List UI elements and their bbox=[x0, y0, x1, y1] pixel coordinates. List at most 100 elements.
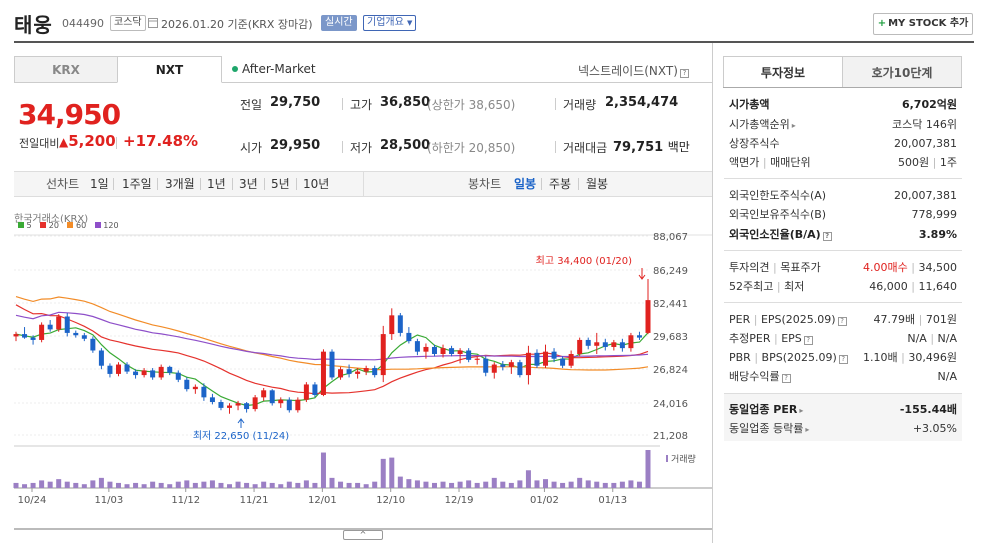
divider bbox=[342, 98, 343, 110]
volume-bar bbox=[457, 481, 463, 488]
status-dot-icon bbox=[232, 66, 238, 72]
period-1w[interactable]: 1주일 bbox=[122, 177, 152, 191]
prev-close-value: 29,750 bbox=[270, 95, 321, 110]
candle-daily[interactable]: 일봉 bbox=[514, 177, 537, 191]
company-overview-select[interactable]: 기업개요 ▼ bbox=[363, 15, 417, 31]
tab-order-book[interactable]: 호가10단계 bbox=[842, 56, 962, 88]
volume-bar bbox=[500, 481, 506, 488]
volume-bar bbox=[252, 484, 258, 488]
help-icon[interactable]: ? bbox=[803, 336, 813, 345]
volume-bar bbox=[346, 482, 352, 488]
divider bbox=[724, 250, 962, 251]
candle-body bbox=[466, 350, 472, 360]
candle-body bbox=[184, 379, 190, 390]
opinion-row: 투자의견 | 목표주가 4.00매수 | 34,500 bbox=[729, 261, 957, 274]
volume-bar bbox=[645, 450, 651, 488]
volume-bar bbox=[175, 481, 181, 488]
candle-body bbox=[543, 351, 549, 366]
divider bbox=[157, 178, 158, 190]
candle-body bbox=[201, 386, 207, 398]
my-stock-add-button[interactable]: + MY STOCK 추가 bbox=[873, 13, 973, 35]
y-tick-label: 86,249 bbox=[653, 266, 688, 277]
volume-bar bbox=[423, 481, 429, 488]
high-label: 고가 bbox=[350, 98, 373, 112]
candle-monthly[interactable]: 월봉 bbox=[586, 177, 609, 191]
candle-body bbox=[98, 350, 104, 366]
volume-bar bbox=[98, 477, 104, 488]
candle-body bbox=[81, 335, 87, 339]
divider bbox=[555, 141, 556, 153]
help-icon[interactable]: ? bbox=[781, 374, 791, 383]
volume-bar bbox=[372, 481, 378, 488]
x-tick-label: 11/21 bbox=[240, 495, 269, 506]
candle-body bbox=[13, 334, 19, 337]
candle-body bbox=[218, 402, 224, 408]
candle-body bbox=[209, 397, 215, 403]
foreign-hold-row: 외국인보유주식수(B) 778,999 bbox=[729, 208, 957, 221]
tab-invest-info[interactable]: 투자정보 bbox=[723, 56, 843, 88]
tab-nxt[interactable]: NXT bbox=[117, 56, 222, 83]
volume-bar bbox=[56, 479, 62, 488]
chevron-right-icon: ▸ bbox=[799, 406, 804, 415]
market-cap-rank-row[interactable]: 시가총액순위 ▸ 코스닥 146위 bbox=[729, 118, 957, 131]
collapse-chart-button[interactable]: ^ bbox=[343, 530, 383, 540]
price-chart[interactable]: 88,067 86,249 82,441 29,683 26,824 24,016 21,2… bbox=[0, 228, 712, 543]
sector-rate-row[interactable]: 동일업종 등락률 ▸ +3.05% bbox=[729, 422, 957, 435]
prev-close-label: 전일 bbox=[240, 98, 263, 112]
period-5y[interactable]: 5년 bbox=[271, 177, 290, 191]
period-10y[interactable]: 10년 bbox=[303, 177, 330, 191]
sector-per-row[interactable]: 동일업종 PER ▸ -155.44배 bbox=[729, 403, 957, 416]
volume-bar bbox=[338, 481, 344, 488]
candle-body bbox=[346, 369, 352, 374]
volume-bar bbox=[355, 482, 361, 488]
volume-bar bbox=[13, 482, 19, 488]
candle-body bbox=[594, 342, 600, 346]
help-icon[interactable]: ? bbox=[838, 355, 848, 364]
per-row: PER | EPS(2025.09)? 47.79배 | 701원 bbox=[729, 313, 957, 326]
high-value: 36,850 bbox=[380, 95, 431, 110]
divider bbox=[541, 178, 542, 190]
candle-body bbox=[56, 316, 62, 330]
candle-body bbox=[500, 364, 506, 367]
realtime-badge[interactable]: 실시간 bbox=[321, 15, 357, 31]
period-1d[interactable]: 1일 bbox=[90, 177, 109, 191]
week52-row: 52주최고 | 최저 46,000 | 11,640 bbox=[729, 280, 957, 293]
volume-bar bbox=[218, 482, 224, 488]
help-icon[interactable]: ? bbox=[837, 317, 847, 326]
tab-underline bbox=[222, 82, 712, 83]
volume-bar bbox=[508, 482, 514, 488]
volume-bar bbox=[380, 458, 386, 488]
par-row: 액면가 | 매매단위 500원 | 1주 bbox=[729, 156, 957, 169]
volume-bar bbox=[312, 482, 318, 488]
volume-bar bbox=[269, 482, 275, 488]
help-icon[interactable]: ? bbox=[679, 69, 689, 78]
help-icon[interactable]: ? bbox=[822, 232, 832, 241]
candle-body bbox=[645, 300, 651, 333]
volume-bar bbox=[389, 457, 395, 488]
volume-bar bbox=[406, 479, 412, 488]
tab-krx[interactable]: KRX bbox=[14, 56, 118, 83]
amount-label: 거래대금 bbox=[563, 141, 608, 155]
volume-bar bbox=[244, 482, 250, 488]
volume-bar bbox=[431, 482, 437, 488]
candle-weekly[interactable]: 주봉 bbox=[549, 177, 572, 191]
volume-bar bbox=[64, 481, 70, 488]
volume-bar bbox=[201, 481, 207, 488]
period-3m[interactable]: 3개월 bbox=[165, 177, 195, 191]
x-tick-label: 01/02 bbox=[530, 495, 559, 506]
line-chart-label: 선차트 bbox=[46, 177, 80, 191]
period-1y[interactable]: 1년 bbox=[207, 177, 226, 191]
volume-bar bbox=[636, 481, 642, 488]
candle-body bbox=[491, 364, 497, 373]
x-tick-label: 10/24 bbox=[18, 495, 47, 506]
period-3y[interactable]: 3년 bbox=[239, 177, 258, 191]
volume-bar bbox=[133, 482, 139, 488]
volume-bar bbox=[150, 481, 156, 488]
candle-body bbox=[577, 339, 583, 354]
x-tick-label: 12/01 bbox=[308, 495, 337, 506]
change-label: 전일대비 bbox=[19, 137, 60, 150]
quote-date: 2026.01.20 기준(KRX 장마감) bbox=[161, 18, 313, 31]
shares-row: 상장주식수 20,007,381 bbox=[729, 137, 957, 150]
candle-body bbox=[517, 362, 523, 376]
candle-body bbox=[355, 371, 361, 374]
